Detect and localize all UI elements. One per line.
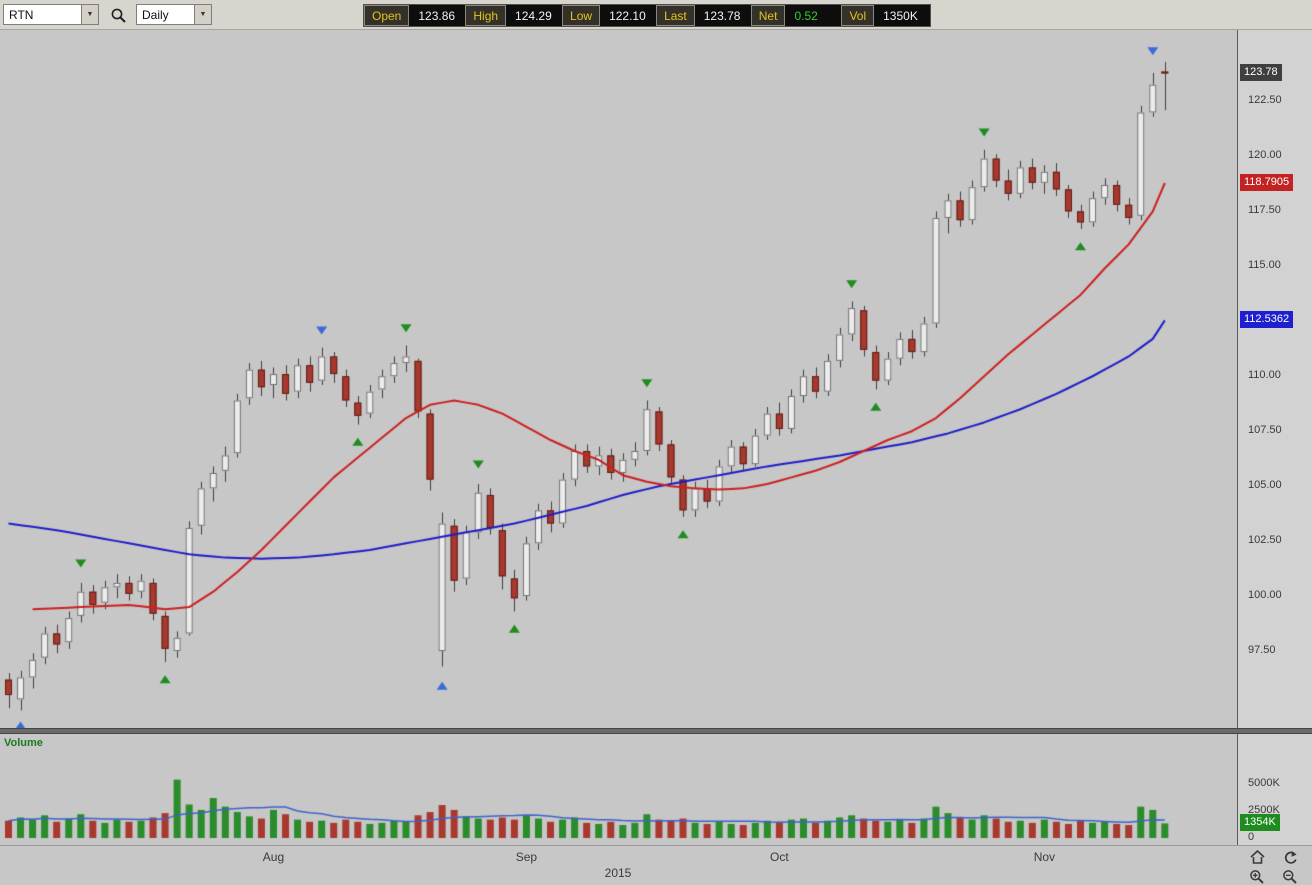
year-label: 2015 <box>604 866 632 880</box>
volume-last-tag: 1354K <box>1240 814 1280 832</box>
toolbar: ▼ ▼ Open 123.86 High 124.29 Low 122.10 L… <box>0 0 1312 30</box>
time-axis: 2015 Aug Sep Oct Nov <box>0 845 1312 885</box>
price-tick-label: 100.00 <box>1248 589 1282 602</box>
price-tick-label: 122.50 <box>1248 94 1282 107</box>
home-icon <box>1249 850 1265 864</box>
timeframe-dropdown-button[interactable]: ▼ <box>194 4 212 25</box>
red-ma-tag: 118.7905 <box>1240 173 1294 191</box>
timeframe-input[interactable] <box>136 4 194 25</box>
zoom-in-button[interactable] <box>1247 868 1267 885</box>
quote-net-value: 0.52 <box>794 8 818 23</box>
quote-net-label: Net <box>750 5 786 26</box>
volume-tick-label: 2500K <box>1248 804 1280 816</box>
quote-open-value: 123.86 <box>418 8 456 23</box>
volume-tick-label: 5000K <box>1248 777 1280 789</box>
timeframe-combo[interactable]: ▼ <box>136 4 212 25</box>
search-button[interactable] <box>106 5 130 25</box>
blue-ma-tag: 112.5362 <box>1240 311 1294 329</box>
volume-tick-label: 0 <box>1248 831 1255 843</box>
quote-open-label: Open <box>364 5 410 26</box>
home-button[interactable] <box>1247 848 1267 866</box>
chevron-down-icon: ▼ <box>86 11 94 18</box>
price-tick-label: 97.50 <box>1248 644 1276 657</box>
price-tick-label: 110.00 <box>1248 369 1281 382</box>
month-label: Sep <box>515 850 538 864</box>
rotate-arrow-icon <box>1284 850 1297 864</box>
quote-vol-value: 1350K <box>883 8 918 23</box>
price-tick-label: 102.50 <box>1248 534 1282 547</box>
quote-low-label: Low <box>562 5 601 26</box>
zoom-in-icon <box>1250 870 1264 884</box>
month-label: Oct <box>770 850 789 864</box>
search-icon <box>111 8 126 23</box>
reset-view-button[interactable] <box>1280 848 1300 866</box>
pane-splitter[interactable] <box>0 728 1312 734</box>
quote-vol-label: Vol <box>841 5 875 26</box>
chevron-down-icon: ▼ <box>199 11 207 18</box>
month-label: Nov <box>1033 850 1056 864</box>
symbol-combo[interactable]: ▼ <box>3 4 99 25</box>
zoom-out-button[interactable] <box>1280 868 1300 885</box>
volume-axis: 1354K 5000K 2500K 0 <box>1237 734 1312 845</box>
month-label: Aug <box>262 850 285 864</box>
quote-low-value: 122.10 <box>609 8 646 23</box>
price-tick-label: 120.00 <box>1248 149 1282 162</box>
quote-last-value: 123.78 <box>703 8 741 23</box>
quote-last-label: Last <box>656 5 695 26</box>
price-chart-canvas[interactable] <box>0 30 1237 728</box>
quote-strip: Open 123.86 High 124.29 Low 122.10 Last … <box>363 4 932 27</box>
quote-high-label: High <box>465 5 507 26</box>
volume-pane-label: Volume <box>4 737 43 749</box>
chart-region: 123.78 118.7905 112.5362 122.50 120.00 117… <box>0 30 1312 885</box>
symbol-input[interactable] <box>3 4 81 25</box>
price-axis: 123.78 118.7905 112.5362 122.50 120.00 117… <box>1237 30 1312 728</box>
price-tick-label: 105.00 <box>1248 479 1282 492</box>
price-tick-label: 107.50 <box>1248 424 1282 437</box>
last-price-tag: 123.78 <box>1240 64 1282 82</box>
quote-high-value: 124.29 <box>515 8 552 23</box>
volume-chart-canvas[interactable] <box>0 734 1237 845</box>
price-tick-label: 117.50 <box>1248 204 1281 217</box>
zoom-out-icon <box>1283 870 1297 884</box>
symbol-dropdown-button[interactable]: ▼ <box>81 4 99 25</box>
price-tick-label: 115.00 <box>1248 259 1281 272</box>
